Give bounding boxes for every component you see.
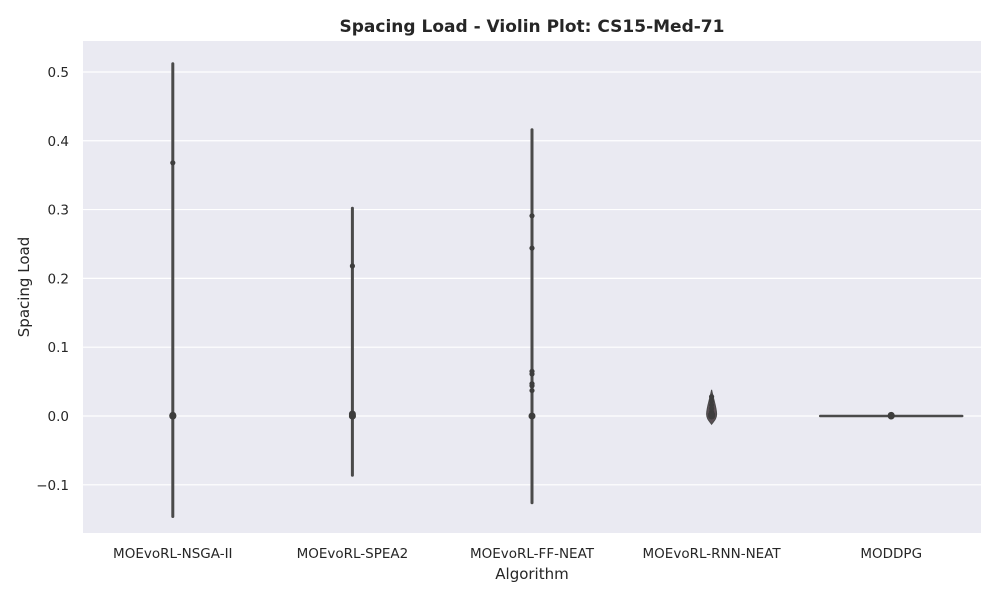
y-tick-label: 0.1 [48,340,69,356]
x-tick-label: MOEvoRL-FF-NEAT [470,546,595,562]
data-point [529,245,535,251]
y-tick-label: 0.4 [48,134,69,150]
violin [528,128,536,505]
y-tick-label: 0.3 [48,203,69,219]
y-axis-label: Spacing Load [15,237,33,337]
x-axis-label: Algorithm [495,565,568,583]
data-point [348,412,356,420]
y-tick-labels: −0.1 0.0 0.1 0.2 0.3 0.4 0.5 [36,65,69,494]
y-tick-label: 0.5 [48,65,69,81]
data-point [708,412,716,420]
data-point [887,412,895,420]
x-tick-labels: MOEvoRL-NSGA-II MOEvoRL-SPEA2 MOEvoRL-FF-N… [113,546,922,562]
data-point [529,213,535,219]
data-point [529,387,535,394]
data-point [170,160,176,166]
x-tick-label: MOEvoRL-RNN-NEAT [643,546,782,562]
y-tick-label: 0.2 [48,271,69,287]
x-tick-label: MOEvoRL-SPEA2 [297,546,409,562]
y-tick-label: 0.0 [48,409,69,425]
chart-title: Spacing Load - Violin Plot: CS15-Med-71 [340,17,725,37]
x-tick-label: MODDPG [860,546,922,562]
data-point [528,412,536,420]
violin [706,389,718,426]
violin [169,62,177,518]
violin [818,411,964,420]
data-point [709,394,715,400]
data-point [529,383,535,389]
violin [348,206,356,477]
x-tick-label: MOEvoRL-NSGA-II [113,546,233,562]
data-point [169,412,177,420]
data-point [349,263,355,269]
y-tick-label: −0.1 [36,478,69,494]
data-point [709,398,715,404]
data-point [529,371,535,377]
violins [169,62,964,518]
